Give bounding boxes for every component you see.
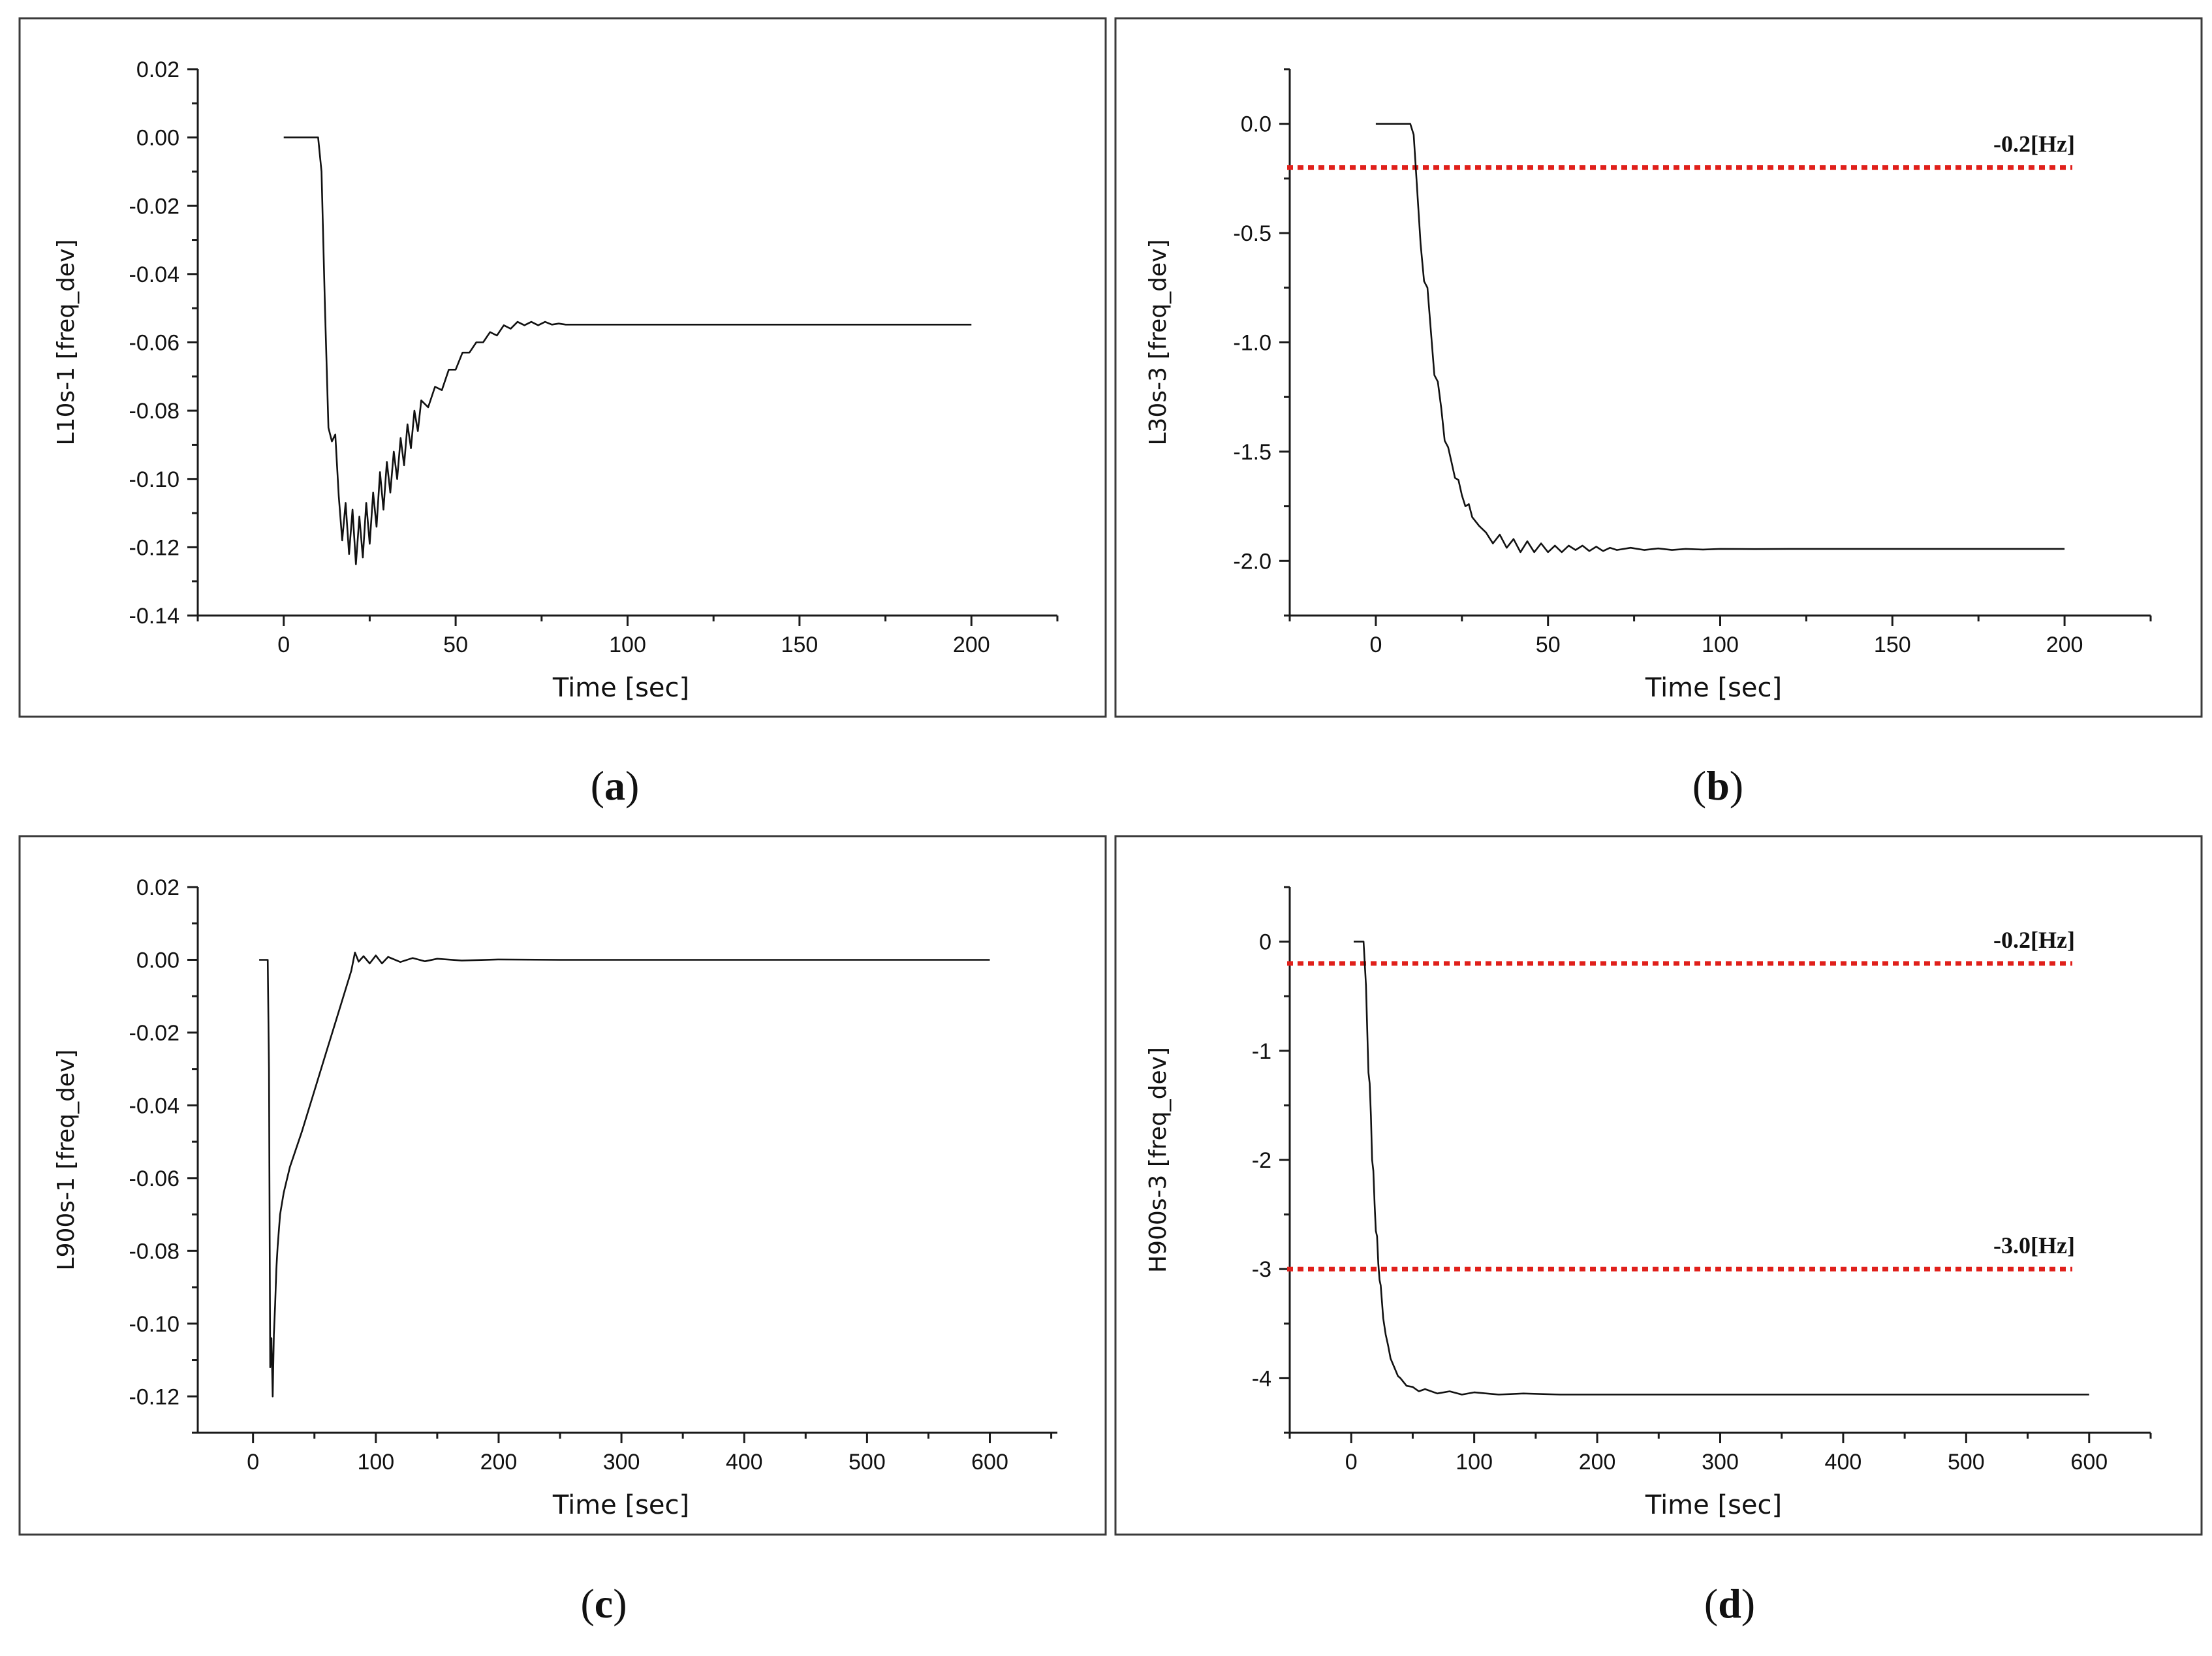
data-line — [283, 136, 972, 565]
x-tick-label: 300 — [1702, 1450, 1739, 1475]
reference-line-label: -3.0[Hz] — [1993, 1232, 2075, 1258]
panel-caption: (a) — [591, 762, 640, 809]
caption-paren: ( — [580, 1580, 594, 1627]
x-tick-label: 300 — [603, 1450, 640, 1475]
y-tick-label: -0.5 — [1233, 221, 1271, 246]
y-tick-label: -2 — [1252, 1148, 1271, 1173]
x-tick-label: 150 — [781, 633, 818, 657]
x-tick-label: 100 — [357, 1450, 394, 1475]
x-tick-label: 100 — [1702, 633, 1739, 657]
panel-frame — [1114, 17, 2203, 718]
caption-paren: ) — [625, 762, 639, 809]
y-tick-label: -0.02 — [129, 1021, 180, 1046]
data-line — [259, 952, 990, 1398]
caption-paren: ) — [1730, 762, 1743, 809]
x-axis-title: Time [sec] — [1645, 673, 1782, 703]
x-tick-label: 200 — [1579, 1450, 1616, 1475]
x-tick-label: 200 — [953, 633, 990, 657]
y-tick-label: -3 — [1252, 1257, 1271, 1282]
y-tick-label: -0.08 — [129, 1239, 180, 1264]
y-tick-label: 0.00 — [136, 948, 179, 973]
x-tick-label: 200 — [480, 1450, 518, 1475]
chart-panel-a: 0 50 100 150 200 0.02 0.00 -0.02 -0.04 -0.06 -0.08… — [18, 17, 1107, 809]
x-tick-label: 150 — [1874, 633, 1911, 657]
caption-letter: c — [595, 1580, 613, 1627]
panel-frame — [1114, 835, 2203, 1536]
caption-paren: ) — [1741, 1580, 1755, 1627]
caption-paren: ( — [1704, 1580, 1718, 1627]
x-tick-label: 500 — [1948, 1450, 1985, 1475]
x-tick-label: 600 — [971, 1450, 1008, 1475]
chart-panel-c: 0 100 200 300 400 500 600 0.02 0.00 -0.02 -0.04 -0.… — [18, 835, 1107, 1627]
y-tick-label: -0.04 — [129, 1093, 180, 1118]
caption-paren: ( — [591, 762, 604, 809]
y-tick-label: 0.0 — [1241, 112, 1271, 137]
y-tick-label: -1.0 — [1233, 331, 1271, 356]
x-tick-label: 0 — [277, 633, 290, 657]
panel-frame — [18, 835, 1107, 1536]
y-axis-title: L30s-3 [freq_dev] — [1145, 239, 1172, 445]
y-tick-label: -0.10 — [129, 467, 180, 492]
y-tick-label: -0.02 — [129, 194, 180, 219]
y-tick-label: -1 — [1252, 1039, 1271, 1064]
x-tick-label: 500 — [849, 1450, 886, 1475]
y-tick-label: -0.12 — [129, 535, 180, 560]
x-tick-label: 0 — [1369, 633, 1382, 657]
y-tick-label: -0.08 — [129, 399, 180, 424]
caption-letter: b — [1706, 762, 1730, 809]
y-tick-label: -0.06 — [129, 331, 180, 356]
x-tick-label: 400 — [1825, 1450, 1862, 1475]
y-tick-label: 0.02 — [136, 57, 179, 82]
chart-panel-b: 0 50 100 150 200 0.0 -0.5 -1.0 -1.5 -2.0 Time [sec… — [1114, 17, 2203, 809]
data-line — [1375, 123, 2065, 554]
y-tick-label: 0.00 — [136, 126, 179, 151]
caption-paren: ( — [1692, 762, 1706, 809]
reference-line-label: -0.2[Hz] — [1993, 927, 2075, 953]
x-tick-label: 100 — [1456, 1450, 1493, 1475]
y-axis-title: L10s-1 [freq_dev] — [53, 239, 80, 445]
y-axis-title: L900s-1 [freq_dev] — [53, 1050, 80, 1271]
chart-panel-d: 0 100 200 300 400 500 600 0 -1 -2 -3 -4 Time [sec] H9… — [1114, 835, 2203, 1627]
x-tick-label: 0 — [1345, 1450, 1358, 1475]
x-tick-label: 600 — [2070, 1450, 2108, 1475]
y-tick-label: -2.0 — [1233, 549, 1271, 574]
x-tick-label: 0 — [247, 1450, 259, 1475]
x-tick-label: 50 — [1536, 633, 1561, 657]
x-tick-label: 50 — [443, 633, 468, 657]
caption-paren: ) — [613, 1580, 627, 1627]
data-line — [1354, 941, 2089, 1396]
y-tick-label: -1.5 — [1233, 440, 1271, 465]
caption-letter: d — [1718, 1580, 1741, 1627]
y-tick-label: -0.06 — [129, 1166, 180, 1191]
x-tick-label: 100 — [609, 633, 646, 657]
x-tick-label: 200 — [2046, 633, 2083, 657]
panel-frame — [18, 17, 1107, 718]
panel-caption: (b) — [1692, 762, 1743, 809]
caption-letter: a — [604, 762, 625, 809]
panel-caption: (d) — [1704, 1580, 1755, 1627]
reference-line-label: -0.2[Hz] — [1993, 131, 2075, 157]
panel-caption: (c) — [580, 1580, 627, 1627]
y-tick-label: 0 — [1259, 930, 1271, 955]
x-axis-title: Time [sec] — [552, 1490, 689, 1520]
y-tick-label: -0.12 — [129, 1384, 180, 1409]
y-tick-label: -4 — [1252, 1366, 1271, 1391]
y-tick-label: -0.04 — [129, 262, 180, 287]
x-axis-title: Time [sec] — [1645, 1490, 1782, 1520]
x-tick-label: 400 — [726, 1450, 763, 1475]
y-tick-label: -0.14 — [129, 604, 180, 629]
y-tick-label: 0.02 — [136, 875, 179, 900]
y-tick-label: -0.10 — [129, 1312, 180, 1337]
y-axis-title: H900s-3 [freq_dev] — [1145, 1047, 1172, 1273]
x-axis-title: Time [sec] — [552, 673, 689, 703]
